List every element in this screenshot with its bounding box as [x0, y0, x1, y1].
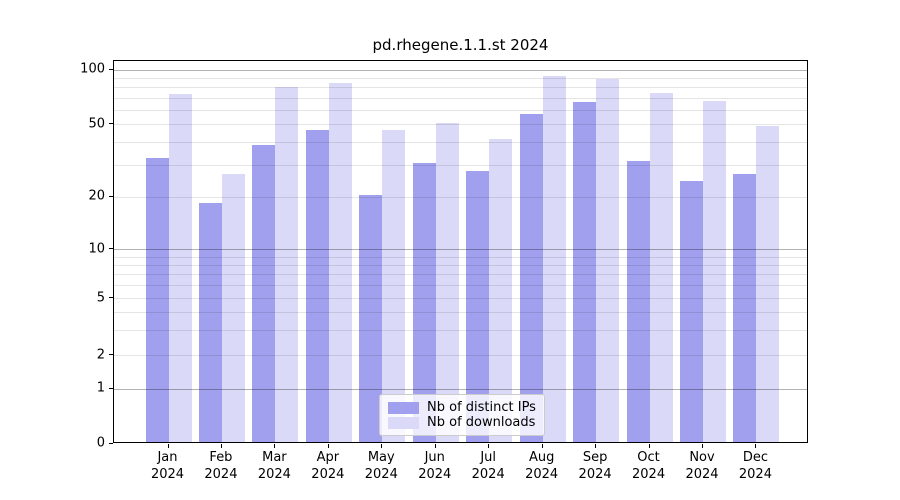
- bar-nb-of-downloads-apr: [328, 82, 352, 442]
- y-tick-mark: [109, 68, 113, 70]
- y-tick-label: 50: [88, 116, 105, 132]
- legend-label: Nb of distinct IPs: [427, 400, 536, 415]
- bar-nb-of-distinct-ips-feb: [198, 203, 222, 442]
- x-tick-mark: [381, 444, 383, 448]
- x-tick-mark: [702, 444, 703, 448]
- bar-nb-of-downloads-jun: [435, 123, 459, 442]
- bar-nb-of-distinct-ips-may: [359, 195, 383, 442]
- x-tick-year: 2024: [738, 467, 772, 482]
- legend-row: Nb of downloads: [388, 415, 536, 430]
- legend-swatch-nb-of-downloads: [388, 416, 419, 429]
- x-tick-label: Jun 2024: [418, 449, 451, 483]
- x-tick-mark: [595, 444, 597, 448]
- x-tick-month: Oct: [637, 450, 660, 465]
- x-tick-label: Sep 2024: [579, 449, 612, 483]
- y-tick-label: 2: [96, 347, 105, 363]
- bar-nb-of-downloads-feb: [221, 174, 245, 442]
- x-tick-month: Aug: [528, 450, 555, 465]
- bar-nb-of-downloads-aug: [542, 76, 566, 442]
- x-tick-year: 2024: [257, 467, 291, 482]
- x-tick-month: Mar: [262, 450, 287, 465]
- x-tick-month: Apr: [316, 450, 340, 465]
- x-tick-month: Jan: [157, 450, 178, 465]
- y-tick-mark: [109, 123, 113, 125]
- x-tick-year: 2024: [632, 467, 666, 482]
- bar-nb-of-downloads-may: [382, 129, 406, 442]
- bar-nb-of-distinct-ips-dec: [733, 174, 757, 442]
- x-tick-label: Feb 2024: [204, 449, 237, 483]
- x-tick-label: Mar 2024: [258, 449, 291, 483]
- x-tick-mark: [648, 444, 650, 448]
- y-tick-label: 10: [88, 241, 105, 256]
- plot-area: Nb of distinct IPs Nb of downloads: [113, 60, 808, 443]
- bar-nb-of-distinct-ips-jul: [466, 171, 490, 442]
- bar-nb-of-distinct-ips-jun: [412, 163, 436, 442]
- bars-layer: [114, 61, 807, 442]
- y-tick-label: 5: [96, 290, 105, 306]
- x-tick-mark: [167, 444, 169, 448]
- chart-title: pd.rhegene.1.1.st 2024: [372, 36, 549, 54]
- y-tick-mark: [109, 297, 113, 299]
- x-tick-mark: [488, 444, 490, 448]
- x-tick-label: Apr 2024: [311, 449, 344, 483]
- y-tick-mark: [109, 195, 113, 197]
- x-tick-mark: [434, 444, 436, 448]
- bar-nb-of-downloads-jul: [489, 138, 513, 442]
- x-tick-mark: [755, 444, 757, 448]
- x-tick-label: Nov 2024: [685, 449, 718, 483]
- bar-nb-of-downloads-mar: [275, 86, 299, 442]
- x-tick-month: Jun: [424, 450, 445, 465]
- x-tick-year: 2024: [204, 467, 238, 482]
- bar-nb-of-distinct-ips-jan: [145, 158, 169, 442]
- x-tick-month: May: [367, 450, 395, 465]
- x-tick-year: 2024: [471, 467, 505, 482]
- y-tick-label: 100: [80, 61, 105, 77]
- x-tick-year: 2024: [150, 467, 185, 482]
- x-tick-month: Jul: [480, 450, 497, 465]
- bar-nb-of-distinct-ips-nov: [680, 180, 703, 442]
- x-tick-month: Feb: [209, 450, 233, 465]
- bar-nb-of-downloads-dec: [756, 126, 780, 442]
- x-tick-year: 2024: [685, 467, 719, 482]
- x-tick-year: 2024: [418, 467, 452, 482]
- x-tick-mark: [541, 444, 543, 448]
- x-tick-label: Aug 2024: [525, 449, 558, 483]
- y-tick-label: 20: [88, 188, 105, 204]
- bar-nb-of-downloads-sep: [596, 79, 620, 442]
- y-tick-mark: [109, 387, 113, 389]
- x-tick-mark: [274, 444, 276, 448]
- x-tick-label: Jan 2024: [151, 449, 184, 483]
- bar-nb-of-downloads-jan: [168, 94, 192, 442]
- bar-nb-of-distinct-ips-oct: [626, 160, 650, 442]
- x-tick-label: May 2024: [365, 449, 398, 483]
- x-tick-year: 2024: [578, 467, 612, 482]
- x-tick-mark: [220, 444, 222, 448]
- x-tick-label: Dec 2024: [739, 449, 772, 483]
- x-tick-label: Oct 2024: [632, 449, 665, 483]
- bar-nb-of-distinct-ips-aug: [519, 114, 543, 442]
- x-tick-month: Sep: [582, 450, 608, 465]
- y-tick-label: 1: [96, 380, 105, 396]
- x-tick-year: 2024: [311, 467, 345, 482]
- x-tick-month: Nov: [689, 450, 715, 465]
- legend-label: Nb of downloads: [427, 415, 536, 430]
- y-tick-label: 0: [96, 435, 105, 451]
- bar-nb-of-distinct-ips-mar: [252, 144, 276, 442]
- x-tick-year: 2024: [525, 467, 559, 482]
- x-tick-month: Dec: [742, 450, 769, 465]
- y-tick-mark: [109, 248, 113, 249]
- x-tick-label: Jul 2024: [472, 449, 505, 483]
- y-tick-mark: [109, 354, 113, 356]
- y-tick-mark: [109, 442, 113, 444]
- bar-nb-of-distinct-ips-apr: [305, 129, 329, 442]
- legend-swatch-nb-of-distinct-ips: [388, 401, 419, 414]
- legend: Nb of distinct IPs Nb of downloads: [379, 394, 545, 436]
- bar-nb-of-downloads-oct: [649, 92, 673, 442]
- bar-nb-of-distinct-ips-sep: [573, 102, 597, 442]
- bar-nb-of-downloads-nov: [703, 100, 726, 442]
- legend-row: Nb of distinct IPs: [388, 400, 536, 415]
- x-tick-mark: [327, 444, 329, 448]
- x-tick-year: 2024: [364, 467, 398, 482]
